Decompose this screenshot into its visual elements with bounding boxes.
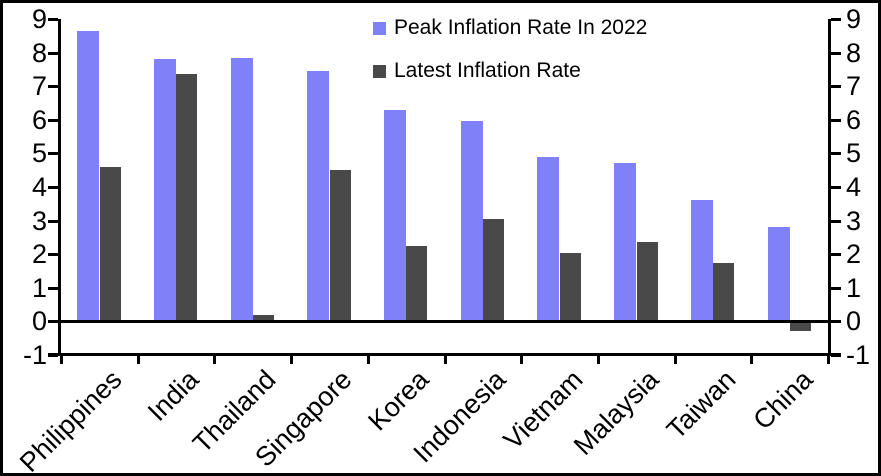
y-axis-label-left-3: 3 [31, 206, 47, 236]
x-tick [444, 355, 447, 364]
y-axis-label-left-4: 4 [31, 172, 47, 202]
y-tick-left [48, 287, 58, 290]
x-tick [367, 355, 370, 364]
bar-latest-taiwan [713, 263, 734, 322]
bar-latest-indonesia [483, 219, 504, 321]
bar-peak-china [768, 227, 790, 321]
y-axis-right-line [828, 19, 831, 355]
legend-label-peak: Peak Inflation Rate In 2022 [394, 16, 648, 39]
bar-latest-china [790, 321, 811, 331]
y-tick-right [831, 119, 841, 122]
x-tick [597, 355, 600, 364]
y-axis-label-left-1: 1 [31, 273, 47, 303]
y-axis-label-right-5: 5 [846, 138, 862, 168]
chart-legend: Peak Inflation Rate In 2022 Latest Infla… [373, 14, 647, 100]
legend-label-latest: Latest Inflation Rate [394, 59, 581, 82]
y-axis-label-right-4: 4 [846, 172, 862, 202]
x-axis-bottom-line [48, 353, 841, 356]
y-tick-right [831, 220, 841, 223]
bar-peak-thailand [231, 58, 253, 322]
y-axis-label-right-1: 1 [846, 273, 862, 303]
bar-latest-malaysia [637, 242, 658, 321]
y-axis-label-left-9: 9 [31, 4, 47, 34]
x-tick [60, 355, 63, 364]
bar-latest-india [176, 74, 197, 321]
y-axis-label-right--1: -1 [846, 340, 871, 370]
bar-peak-philippines [77, 31, 99, 322]
y-axis-label-right-8: 8 [846, 38, 862, 68]
bar-peak-india [154, 59, 176, 321]
legend-swatch-peak-icon [373, 21, 386, 35]
y-axis-label-left-5: 5 [31, 138, 47, 168]
x-tick [827, 355, 830, 364]
bar-latest-vietnam [560, 253, 581, 322]
y-tick-left [48, 85, 58, 88]
y-tick-left [48, 354, 58, 357]
bar-peak-korea [384, 110, 406, 322]
y-tick-left [48, 18, 58, 21]
y-axis-label-right-3: 3 [846, 206, 862, 236]
y-tick-right [831, 18, 841, 21]
bar-latest-singapore [330, 170, 351, 321]
x-tick [750, 355, 753, 364]
y-axis-label-left-8: 8 [31, 38, 47, 68]
x-tick [290, 355, 293, 364]
zero-line [48, 320, 841, 323]
y-axis-label-right-2: 2 [846, 239, 862, 269]
y-axis-label-left-2: 2 [31, 239, 47, 269]
y-axis-label-right-7: 7 [846, 71, 862, 101]
bar-peak-vietnam [537, 157, 559, 322]
y-axis-left-line [58, 19, 61, 355]
bar-peak-indonesia [461, 121, 483, 321]
y-axis-label-right-6: 6 [846, 105, 862, 135]
y-tick-right [831, 85, 841, 88]
y-axis-label-left-0: 0 [31, 306, 47, 336]
bar-latest-korea [406, 246, 427, 322]
y-tick-right [831, 354, 841, 357]
bar-peak-singapore [307, 71, 329, 321]
bar-peak-taiwan [691, 200, 713, 321]
y-axis-label-left-7: 7 [31, 71, 47, 101]
y-axis-label-left-6: 6 [31, 105, 47, 135]
y-tick-right [831, 152, 841, 155]
y-axis-label-right-9: 9 [846, 4, 862, 34]
y-tick-left [48, 152, 58, 155]
y-axis-label-left--1: -1 [22, 340, 47, 370]
y-tick-left [48, 220, 58, 223]
x-tick [213, 355, 216, 364]
y-tick-right [831, 186, 841, 189]
bar-latest-thailand [253, 315, 274, 322]
bar-peak-malaysia [614, 163, 636, 321]
y-axis-label-right-0: 0 [846, 306, 862, 336]
legend-item-latest: Latest Inflation Rate [373, 57, 647, 85]
x-tick [520, 355, 523, 364]
y-tick-left [48, 119, 58, 122]
legend-swatch-latest-icon [373, 64, 386, 78]
y-tick-right [831, 287, 841, 290]
legend-item-peak: Peak Inflation Rate In 2022 [373, 14, 647, 42]
y-tick-right [831, 52, 841, 55]
y-tick-left [48, 253, 58, 256]
y-tick-left [48, 52, 58, 55]
x-tick [137, 355, 140, 364]
y-tick-right [831, 253, 841, 256]
bar-latest-philippines [100, 167, 121, 322]
y-tick-left [48, 186, 58, 189]
x-tick [674, 355, 677, 364]
